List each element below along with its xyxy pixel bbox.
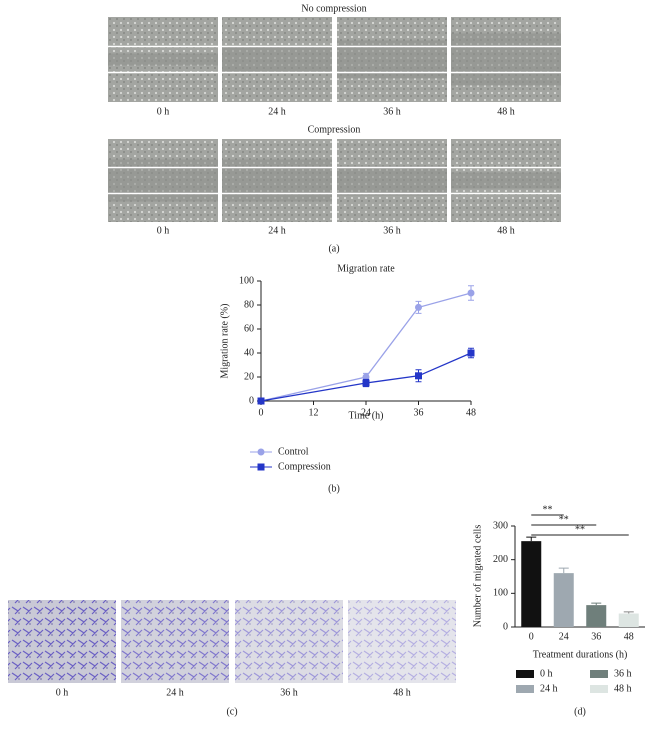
bar [618,613,639,627]
series-line [260,292,472,402]
time-label: 36 h [383,225,401,236]
time-label: 36 h [280,687,298,698]
y-tick-label: 100 [239,275,254,286]
time-label: 48 h [497,225,515,236]
marker [362,379,370,387]
error-bar [591,602,602,606]
legend-marker [257,448,265,456]
time-label: 48 h [497,106,515,117]
caption: (a) [328,243,339,254]
bar [521,541,542,627]
y-axis-label: Migration rate (%) [219,304,230,379]
legend-swatch [516,685,534,693]
x-tick-label: 0 [259,407,264,418]
y-tick-label: 0 [503,621,508,632]
scratch [108,53,218,66]
x-tick-label: 12 [309,407,319,418]
significance-label: ** [559,514,569,525]
y-axis-label: Number of migrated cells [472,525,483,628]
scratch [222,46,332,73]
series-line [260,352,472,402]
scratch [222,159,332,202]
legend-marker [257,463,265,471]
time-label: 36 h [383,106,401,117]
x-tick-label: 36 [591,631,601,642]
marker [257,397,265,405]
scratch [451,33,561,86]
time-label: 0 h [157,225,170,236]
legend-label: Compression [278,461,331,472]
y-tick-label: 200 [493,554,508,565]
caption: (c) [226,706,237,717]
chart-title: Migration rate [337,263,395,274]
y-tick-label: 60 [244,323,254,334]
y-tick-label: 0 [249,395,254,406]
x-axis-label: Treatment durations (h) [533,649,628,660]
x-axis-label: Time (h) [349,410,384,421]
legend-label: Control [278,446,309,457]
time-label: 48 h [393,687,411,698]
error-bar [526,536,537,542]
time-label: 0 h [56,687,69,698]
error-bar [558,567,569,574]
x-tick-label: 24 [361,407,371,418]
significance-label: ** [575,524,585,535]
caption: (d) [574,706,586,717]
y-tick-label: 40 [244,347,254,358]
legend-label: 36 h [614,668,632,679]
scratch [451,172,561,189]
stained-micrograph [235,600,343,683]
error-bar [623,611,634,614]
x-tick-label: 24 [559,631,569,642]
legend-label: 48 h [614,683,632,694]
y-tick-label: 80 [244,299,254,310]
x-tick-label: 48 [624,631,634,642]
scratch [337,165,447,196]
y-tick-label: 300 [493,520,508,531]
time-label: 24 h [166,687,184,698]
significance-label: ** [543,504,553,515]
stained-micrograph [348,600,456,683]
marker [467,349,475,357]
legend-swatch [590,670,608,678]
bar [586,605,607,627]
time-label: 24 h [268,106,286,117]
marker [415,303,422,311]
x-tick-label: 48 [466,407,476,418]
legend-swatch [516,670,534,678]
time-label: 0 h [157,106,170,117]
marker [467,289,475,297]
stained-micrograph [121,600,229,683]
caption: (b) [328,483,340,494]
legend-swatch [590,685,608,693]
legend-label: 0 h [540,668,553,679]
time-label: 24 h [268,225,286,236]
marker [415,372,422,380]
stained-micrograph [8,600,116,683]
legend-label: 24 h [540,683,558,694]
bar [553,573,574,627]
x-tick-label: 36 [414,407,424,418]
y-tick-label: 20 [244,371,254,382]
row-title: Compression [308,124,361,135]
scratch [108,159,218,202]
x-tick-label: 0 [529,631,534,642]
y-tick-label: 100 [493,588,508,599]
marker [362,373,370,381]
row-title: No compression [301,3,366,14]
